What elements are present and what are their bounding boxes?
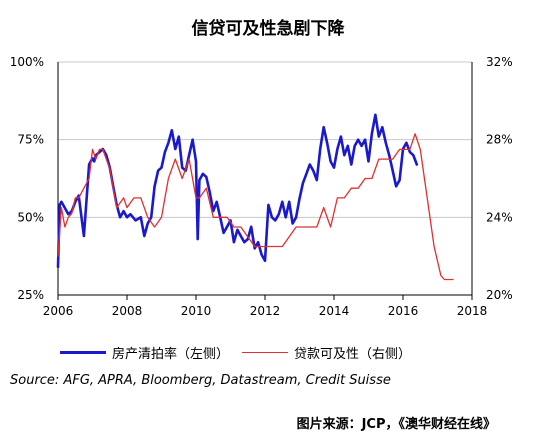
series-lines	[56, 113, 454, 281]
legend-item-credit-availability: 贷款可及性（右侧）	[242, 343, 411, 362]
y-left-tick-label: 100%	[10, 55, 44, 69]
x-tick-label: 2012	[250, 304, 281, 318]
legend-label: 贷款可及性（右侧）	[294, 347, 412, 362]
grid-lines	[58, 61, 472, 218]
y-left-tick-label: 25%	[17, 288, 44, 302]
x-tick-label: 2010	[181, 304, 212, 318]
axes	[57, 62, 473, 300]
legend-label: 房产清拍率（左侧）	[112, 347, 230, 362]
credit-availability-line	[57, 133, 454, 281]
x-tick-label: 2014	[319, 304, 350, 318]
y-left-tick-label: 50%	[17, 210, 44, 224]
legend-item-clearance-rate: 房产清拍率（左侧）	[60, 343, 229, 362]
y-right-tick-label: 24%	[486, 210, 513, 224]
source-note: Source: AFG, APRA, Bloomberg, Datastream…	[10, 373, 391, 388]
y-right-tick-label: 32%	[486, 55, 513, 69]
x-tick-label: 2006	[43, 304, 74, 318]
x-tick-label: 2008	[112, 304, 143, 318]
y-left-tick-label: 75%	[17, 133, 44, 147]
legend-swatch-blue	[60, 351, 106, 354]
image-credit: 图片来源：JCP，《澳华财经在线》	[296, 417, 496, 432]
tick-labels: 100% 75% 50% 25% 32% 28% 24% 20% 2006 2008 2010 201…	[10, 55, 513, 318]
y-right-tick-label: 28%	[486, 133, 513, 147]
chart-title: 信贷可及性急剧下降	[191, 19, 345, 39]
y-right-tick-label: 20%	[486, 288, 513, 302]
x-tick-label: 2018	[457, 304, 488, 318]
x-tick-label: 2016	[388, 304, 419, 318]
clearance-rate-line	[56, 113, 419, 269]
legend-swatch-red	[242, 352, 288, 353]
legend: 房产清拍率（左侧） 贷款可及性（右侧）	[60, 343, 480, 362]
